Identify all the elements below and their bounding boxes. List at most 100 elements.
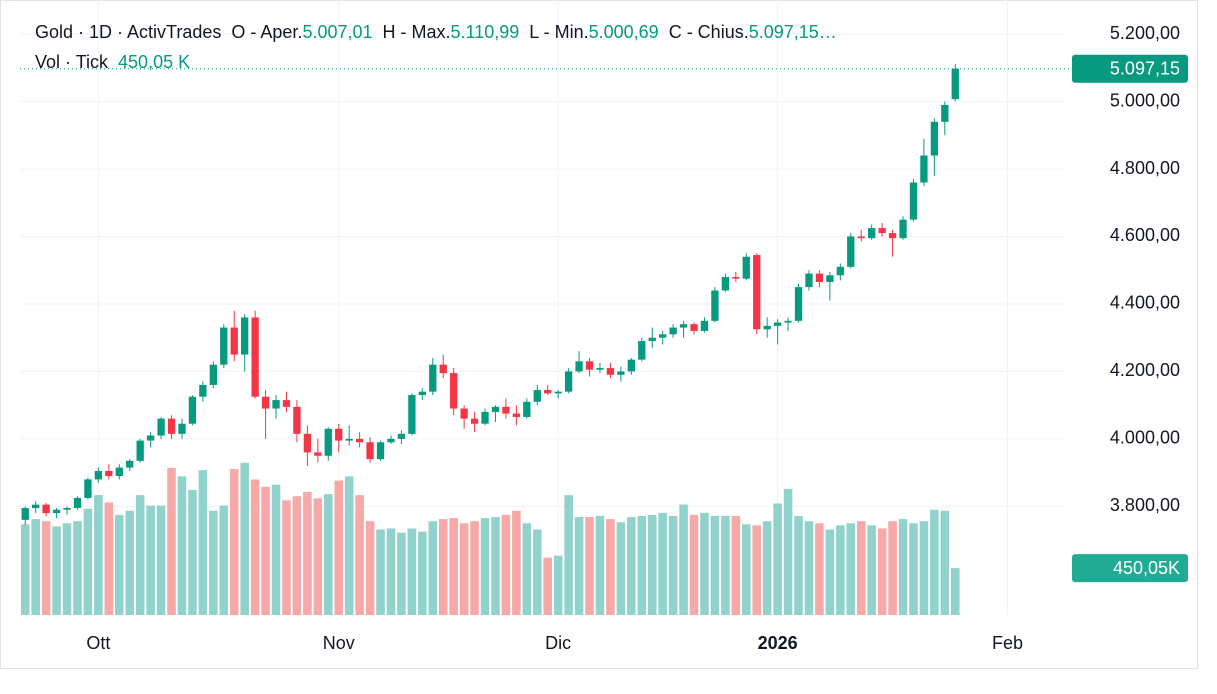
volume-bar [710,515,720,615]
candle-body [794,287,803,321]
volume-bar [752,525,762,615]
volume-bar [177,476,187,615]
candle-body [857,236,865,239]
candle-body [941,104,949,122]
candle-body [178,423,186,434]
candle-body [784,320,792,323]
candle-body [711,290,719,321]
candle-body [606,368,615,375]
candle-body [376,442,385,460]
volume-bar [303,492,312,615]
candle-body [888,233,897,239]
volume-bar [574,517,584,615]
volume-bar [888,521,897,615]
x-tick-label: 2026 [758,633,798,653]
candle-body [899,219,907,239]
candle-body [564,371,573,392]
candle-body [575,361,583,372]
volume-bar [637,515,647,615]
volume-bar [397,532,406,615]
volume-bar [616,522,626,615]
volume-bar [449,518,458,615]
volume-bar [229,469,239,615]
candle-body [366,442,374,460]
volume-bar [135,495,145,615]
candle-body [146,435,155,441]
candle-body [220,327,228,365]
volume-bar [501,514,511,615]
volume-title: Vol · Tick [35,52,109,72]
candle-body [763,325,771,330]
volume-bar [261,486,270,615]
candle-body [429,364,437,392]
candle-body [617,371,625,375]
candle-body [805,273,813,288]
candle-body [669,327,677,335]
volume-bar [679,504,688,615]
candle-body [21,508,29,520]
candle-body [73,497,82,509]
volume-bar [292,496,302,615]
candle-body [512,413,521,417]
candle-body [450,373,458,409]
volume-bar [459,523,469,615]
volume-bar [721,515,730,615]
volume-bar [491,517,500,615]
candle-body [157,418,165,436]
volume-bar [438,519,448,615]
candle-body [397,433,406,439]
volume-bar [522,523,532,615]
candle-body [638,341,646,360]
volume-bar [741,524,751,615]
candle-body [659,334,667,338]
ohlc-item: L - Min.5.000,69 [529,22,658,43]
volume-bar [428,521,438,615]
volume-bar [271,484,281,615]
legend-ohlc: Gold · 1D · ActivTrades O - Aper.5.007,0… [35,22,837,43]
volume-bar [114,514,124,615]
volume-bar [344,476,354,615]
volume-bar [543,557,553,615]
volume-bar [867,525,876,615]
volume-bar [595,515,605,615]
volume-bar [334,480,344,615]
candle-body [167,418,176,434]
candle-body [491,406,500,412]
candle-body [742,256,750,279]
volume-bar [104,502,114,615]
volume-bar [156,505,166,615]
candle-body [909,182,918,220]
volume-bar [898,519,908,615]
candle-body [387,438,395,443]
candle-body [293,406,301,434]
candle-body [732,276,740,279]
volume-bar [815,523,824,615]
volume-bar [773,503,782,615]
y-tick-label: 5.000,00 [1110,90,1180,110]
candle-body [836,266,844,276]
candle-body [84,479,92,498]
volume-bar [794,515,803,615]
volume-bar [470,521,479,615]
candle-body [470,418,479,424]
volume-bar [480,518,490,615]
volume-bar [125,510,135,615]
volume-bar [146,505,155,615]
volume-bar [20,524,30,615]
volume-bar [532,529,542,615]
volume-bar [282,500,291,615]
candle-body [199,384,207,397]
volume-bar [689,514,699,615]
volume-bar [647,514,657,615]
symbol-title: Gold · 1D · ActivTrades [35,22,222,42]
candle-body [690,324,698,331]
candle-body [502,406,510,414]
y-tick-label: 3.800,00 [1110,495,1180,515]
candle-body [345,438,353,441]
ohlc-item: O - Aper.5.007,01 [231,22,372,43]
x-tick-label: Feb [992,633,1023,653]
candle-body [868,228,876,239]
volume-bar [950,568,960,615]
candle-body [136,440,144,461]
candle-body [878,228,886,234]
